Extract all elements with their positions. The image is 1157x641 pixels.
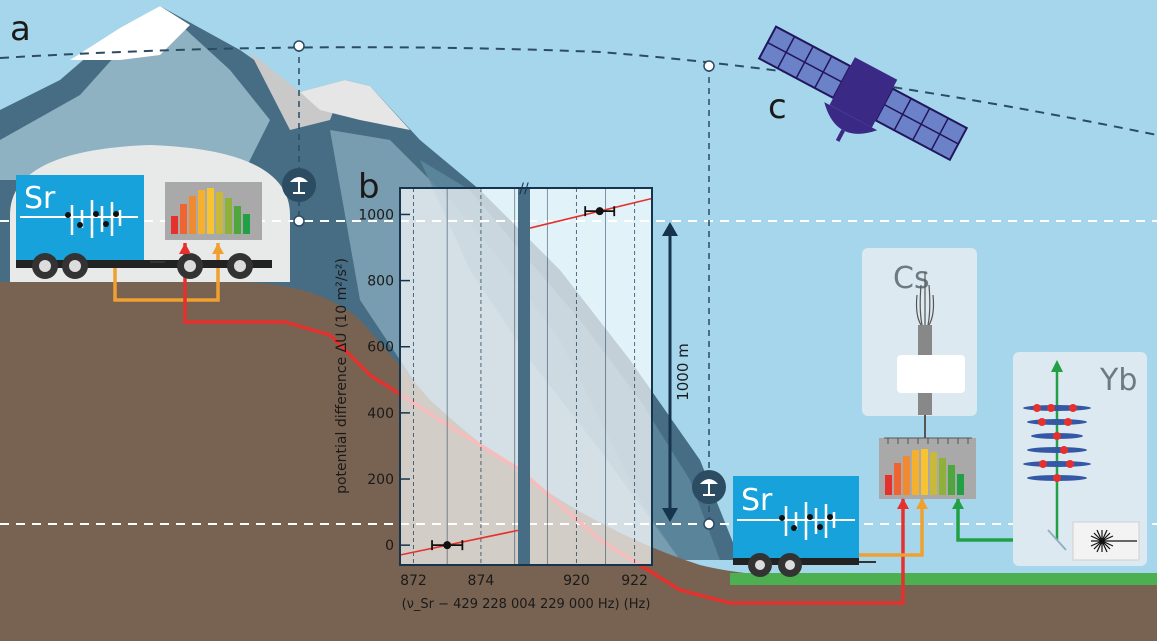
panel-label-b: b — [358, 167, 380, 207]
data-point — [595, 207, 604, 216]
gnss-antenna-icon-upper — [282, 168, 316, 202]
x-tick-label: 872 — [400, 573, 427, 589]
cs-clock: Cs — [862, 248, 977, 438]
height-difference-arrow: 1000 m — [662, 222, 692, 522]
axis-break-band — [518, 188, 530, 565]
frequency-comb-lower — [879, 437, 976, 509]
y-tick-label: 0 — [385, 538, 394, 554]
cs-tube — [897, 355, 965, 393]
y-tick-label: 800 — [367, 274, 394, 290]
sr-clock-label-upper: Sr — [24, 181, 56, 216]
panel-label-a: a — [10, 9, 31, 49]
orange-link-lower — [858, 498, 924, 557]
fit-line — [529, 197, 652, 229]
panel-label-c: c — [768, 87, 787, 127]
potential-difference-chart: 0 200 400 600 800 1000 872 874 920 922 // potent… — [334, 181, 653, 612]
y-tick-label: 1000 — [358, 207, 394, 223]
ground — [0, 282, 1157, 641]
sr-clock-label-lower: Sr — [741, 483, 773, 518]
geoid-curve-arc — [0, 46, 1157, 136]
x-tick-label: 920 — [563, 573, 590, 589]
sr-clock-trailer-lower: Sr — [733, 476, 876, 577]
chart-frame — [399, 187, 653, 566]
sr-clock-trailer-upper: Sr — [16, 175, 272, 279]
data-point — [443, 541, 452, 550]
height-difference-label: 1000 m — [674, 343, 692, 401]
chart-x-axis-label: (ν_Sr − 429 228 004 229 000 Hz) (Hz) — [402, 597, 651, 612]
fit-line — [400, 529, 519, 556]
gnss-antenna-icon-lower — [692, 470, 726, 504]
cs-clock-label: Cs — [893, 261, 930, 296]
orange-link-upper — [113, 243, 220, 302]
yb-clock-label: Yb — [1099, 363, 1137, 398]
yb-clock: Yb — [1013, 352, 1147, 566]
x-tick-label: 922 — [621, 573, 648, 589]
y-tick-label: 600 — [367, 340, 394, 356]
satellite-icon — [757, 25, 969, 162]
chart-y-axis-label: potential difference ΔU (10 m²/s²) — [334, 258, 350, 494]
y-tick-label: 200 — [367, 472, 394, 488]
axis-break-mark: // — [519, 181, 529, 197]
grass-strip — [730, 573, 1157, 585]
y-tick-label: 400 — [367, 406, 394, 422]
x-tick-label: 874 — [468, 573, 495, 589]
